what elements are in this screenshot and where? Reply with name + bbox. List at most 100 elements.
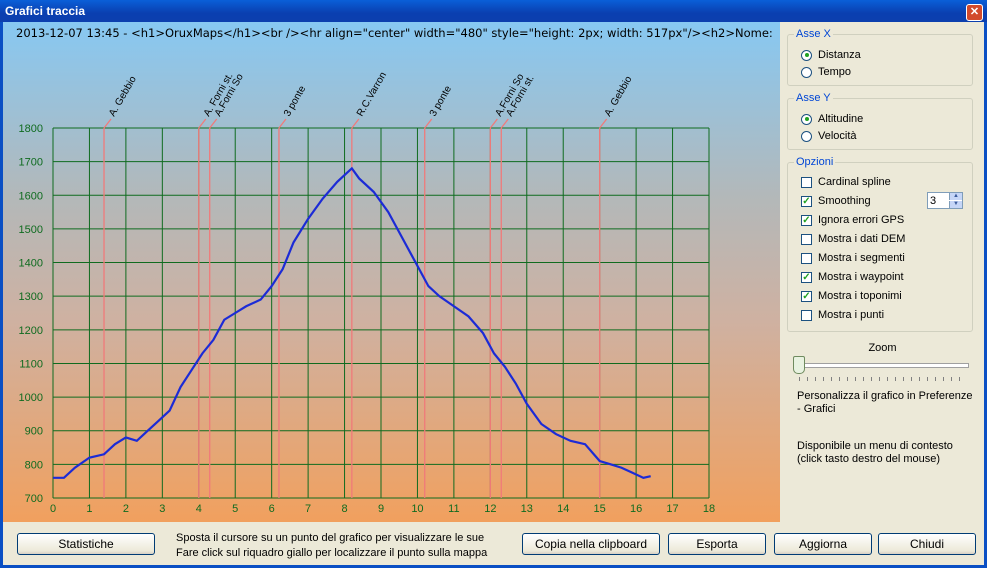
esporta-button[interactable]: Esporta bbox=[668, 533, 766, 555]
asse-y-group: Asse Y bbox=[787, 92, 973, 150]
aggiorna-button[interactable]: Aggiorna bbox=[774, 533, 872, 555]
y-tick-label: 1100 bbox=[19, 358, 43, 370]
x-tick-label: 8 bbox=[341, 503, 347, 515]
checkbox-waypoint[interactable]: ✓ bbox=[801, 271, 812, 283]
copy-clipboard-button[interactable]: Copia nella clipboard bbox=[522, 533, 660, 555]
waypoint-tick bbox=[599, 118, 608, 129]
x-tick-label: 14 bbox=[557, 503, 569, 515]
asse-x-group: Asse X bbox=[787, 28, 973, 86]
x-tick-label: 0 bbox=[50, 503, 56, 515]
radio-tempo-label: Tempo bbox=[818, 66, 852, 78]
y-tick-label: 700 bbox=[25, 493, 43, 505]
check-smoothing-label: Smoothing bbox=[818, 195, 871, 207]
y-tick-label: 1700 bbox=[19, 157, 43, 169]
x-tick-label: 17 bbox=[666, 503, 678, 515]
track-header-text: 2013-12-07 13:45 - <h1>OruxMaps</h1><br … bbox=[16, 26, 776, 40]
radio-velocita[interactable]: Velocità bbox=[801, 130, 857, 142]
chart-area[interactable]: 2013-12-07 13:45 - <h1>OruxMaps</h1><br … bbox=[3, 22, 780, 522]
x-tick-label: 9 bbox=[378, 503, 384, 515]
y-tick-label: 1600 bbox=[19, 190, 43, 202]
check-toponimi[interactable]: ✓ Mostra i toponimi bbox=[801, 290, 902, 302]
x-tick-label: 1 bbox=[86, 503, 92, 515]
radio-velocita-dot[interactable] bbox=[801, 130, 812, 142]
waypoint-tick bbox=[103, 118, 112, 129]
check-segmenti[interactable]: Mostra i segmenti bbox=[801, 252, 905, 264]
radio-tempo[interactable]: Tempo bbox=[801, 66, 851, 78]
waypoint-label: 3 ponte bbox=[428, 84, 454, 119]
y-tick-label: 1000 bbox=[19, 392, 43, 404]
waypoint-label: A. Gebbio bbox=[107, 74, 139, 118]
x-tick-label: 7 bbox=[305, 503, 311, 515]
context-menu-note: Disponibile un menu di contesto (click t… bbox=[797, 440, 953, 465]
x-tick-label: 12 bbox=[484, 503, 496, 515]
x-tick-label: 6 bbox=[269, 503, 275, 515]
x-tick-label: 2 bbox=[123, 503, 129, 515]
x-tick-label: 16 bbox=[630, 503, 642, 515]
zoom-slider-track[interactable] bbox=[797, 363, 969, 368]
statistiche-button[interactable]: Statistiche bbox=[17, 533, 155, 555]
stepper-down-icon[interactable]: ▼ bbox=[949, 201, 962, 208]
radio-altitudine-dot[interactable] bbox=[801, 113, 812, 125]
waypoint-tick bbox=[424, 118, 433, 129]
x-tick-label: 15 bbox=[594, 503, 606, 515]
check-punti-label: Mostra i punti bbox=[818, 309, 885, 321]
waypoint-tick bbox=[209, 118, 218, 129]
checkbox-segmenti[interactable] bbox=[801, 252, 812, 264]
y-tick-label: 1400 bbox=[19, 258, 43, 270]
radio-distanza[interactable]: Distanza bbox=[801, 49, 861, 61]
check-waypoint[interactable]: ✓ Mostra i waypoint bbox=[801, 271, 904, 283]
checkbox-cardinal-spline[interactable] bbox=[801, 176, 812, 188]
waypoint-label: A. Gebbio bbox=[603, 74, 635, 118]
check-segmenti-label: Mostra i segmenti bbox=[818, 252, 905, 264]
check-waypoint-label: Mostra i waypoint bbox=[818, 271, 904, 283]
asse-x-legend: Asse X bbox=[796, 28, 831, 40]
cursor-hint: Sposta il cursore su un punto del grafic… bbox=[176, 531, 487, 561]
window-frame bbox=[0, 22, 987, 568]
check-cardinal-spline[interactable]: Cardinal spline bbox=[801, 176, 891, 188]
window-title: Grafici traccia bbox=[5, 4, 86, 18]
check-ignora-errori[interactable]: ✓ Ignora errori GPS bbox=[801, 214, 904, 226]
opzioni-legend: Opzioni bbox=[796, 156, 834, 168]
elevation-chart[interactable]: 0 1 2 3 4 5 6 7 8 9 10 11 12 13 14 15 16 17 18700800900100… bbox=[3, 22, 780, 522]
x-tick-label: 11 bbox=[448, 503, 459, 515]
check-punti[interactable]: Mostra i punti bbox=[801, 309, 884, 321]
y-tick-label: 1200 bbox=[19, 325, 43, 337]
checkbox-toponimi[interactable]: ✓ bbox=[801, 290, 812, 302]
waypoint-tick bbox=[278, 118, 287, 129]
check-dati-dem-label: Mostra i dati DEM bbox=[818, 233, 906, 245]
y-tick-label: 900 bbox=[25, 426, 43, 438]
opzioni-group: Opzioni bbox=[787, 156, 973, 332]
stepper-up-icon[interactable]: ▲ bbox=[949, 193, 962, 200]
waypoint-tick bbox=[198, 118, 207, 129]
zoom-slider-thumb[interactable] bbox=[793, 356, 805, 374]
smoothing-stepper[interactable]: 3 ▲ ▼ bbox=[927, 192, 963, 209]
check-smoothing[interactable]: ✓ Smoothing bbox=[801, 195, 871, 207]
checkbox-punti[interactable] bbox=[801, 309, 812, 321]
checkbox-dati-dem[interactable] bbox=[801, 233, 812, 245]
close-icon[interactable]: ✕ bbox=[966, 4, 983, 21]
x-tick-label: 4 bbox=[196, 503, 202, 515]
waypoint-label: R.C.Varron bbox=[355, 70, 389, 118]
x-tick-label: 5 bbox=[232, 503, 238, 515]
waypoint-tick bbox=[351, 118, 360, 129]
zoom-slider-ticks bbox=[799, 377, 967, 381]
bottom-bar: Statistiche Sposta il cursore su un punt… bbox=[3, 522, 984, 565]
check-dati-dem[interactable]: Mostra i dati DEM bbox=[801, 233, 905, 245]
radio-distanza-label: Distanza bbox=[818, 49, 861, 61]
checkbox-smoothing[interactable]: ✓ bbox=[801, 195, 812, 207]
waypoint-tick bbox=[489, 118, 498, 129]
radio-tempo-dot[interactable] bbox=[801, 66, 812, 78]
smoothing-value: 3 bbox=[930, 195, 937, 207]
y-tick-label: 1500 bbox=[19, 224, 43, 236]
checkbox-ignora-errori[interactable]: ✓ bbox=[801, 214, 812, 226]
title-bar: Grafici traccia ✕ bbox=[0, 0, 987, 22]
chiudi-button[interactable]: Chiudi bbox=[878, 533, 976, 555]
radio-altitudine[interactable]: Altitudine bbox=[801, 113, 863, 125]
cursor-hint-line1: Sposta il cursore su un punto del grafic… bbox=[176, 532, 485, 544]
x-tick-label: 18 bbox=[703, 503, 715, 515]
radio-distanza-dot[interactable] bbox=[801, 49, 812, 61]
y-tick-label: 1300 bbox=[19, 291, 43, 303]
asse-y-legend: Asse Y bbox=[796, 92, 831, 104]
radio-velocita-label: Velocità bbox=[818, 130, 857, 142]
check-cardinal-spline-label: Cardinal spline bbox=[818, 176, 891, 188]
